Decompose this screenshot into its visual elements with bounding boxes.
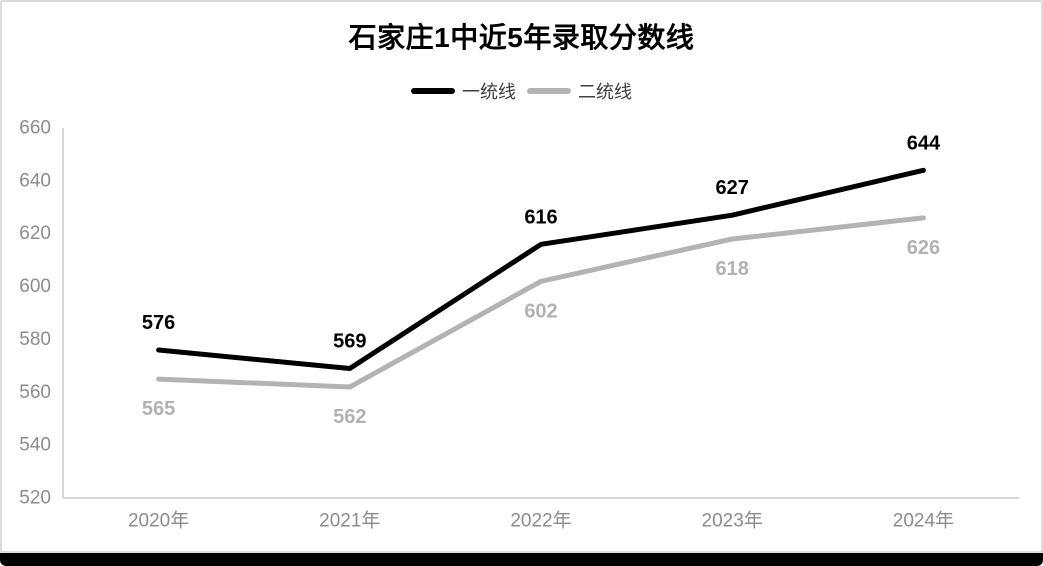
y-tick-label: 620 [19, 223, 51, 244]
x-category-label: 2022年 [510, 510, 571, 532]
y-tick-label: 660 [19, 118, 51, 139]
series-line-一统线 [156, 167, 926, 371]
y-tick-label: 600 [19, 276, 51, 297]
series-line-二统线 [156, 215, 926, 390]
data-label-二统线: 562 [333, 406, 366, 428]
data-label-二统线: 626 [907, 237, 940, 259]
legend-label-series-2: 二统线 [578, 82, 632, 102]
data-label-一统线: 644 [907, 132, 941, 154]
data-label-二统线: 618 [716, 258, 749, 280]
data-label-一统线: 616 [524, 206, 557, 228]
data-label-二统线: 602 [524, 300, 557, 322]
x-category-label: 2020年 [128, 510, 189, 532]
x-category-label: 2024年 [893, 510, 954, 532]
x-category-label: 2023年 [702, 510, 763, 532]
data-label-二统线: 565 [142, 398, 175, 420]
chart-card: 石家庄1中近5年录取分数线 一统线 二统线 520 540 560 580 600 620… [0, 0, 1043, 553]
chart-legend: 一统线 二统线 [2, 78, 1041, 104]
y-tick-label: 520 [19, 488, 51, 509]
bottom-black-bar [0, 553, 1043, 566]
data-label-一统线: 627 [716, 177, 749, 199]
x-category-label: 2021年 [319, 510, 380, 532]
legend-label-series-1: 一统线 [462, 82, 516, 102]
data-label-一统线: 576 [142, 312, 175, 334]
y-tick-label: 560 [19, 382, 51, 403]
y-tick-label: 580 [19, 329, 51, 350]
legend-swatch-gray-line-icon [527, 88, 571, 94]
chart-title: 石家庄1中近5年录取分数线 [348, 22, 695, 53]
data-label-一统线: 569 [333, 331, 366, 353]
y-tick-label: 540 [19, 435, 51, 456]
legend-item-series-1: 一统线 [411, 78, 516, 104]
y-tick-label: 640 [19, 170, 51, 191]
legend-swatch-black-line-icon [411, 88, 455, 94]
line-chart: 520 540 560 580 600 620 640 660 2020年 2021年 2022年 2… [19, 118, 1019, 532]
legend-item-series-2: 二统线 [527, 78, 632, 104]
